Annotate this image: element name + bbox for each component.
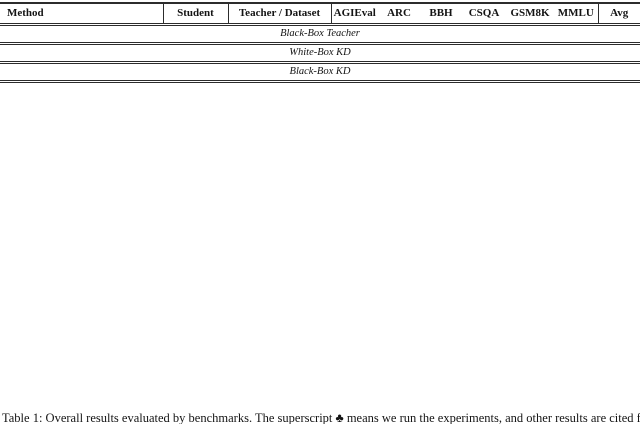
section-white-box-kd: White-Box KD: [0, 42, 640, 63]
table-caption: Table 1: Overall results evaluated by be…: [2, 411, 640, 424]
col-header-bbh: BBH: [429, 7, 453, 19]
section-label: White-Box KD: [0, 42, 640, 63]
section-label: Black-Box Teacher: [0, 23, 640, 44]
section-label: Black-Box KD: [0, 61, 640, 82]
col-header-mmlu: MMLU: [554, 3, 599, 25]
col-header-avg: Avg: [610, 7, 629, 19]
col-header-gsm8k: GSM8K: [510, 7, 550, 19]
header-row: Method Student Teacher / Dataset AGIEval ARC…: [0, 3, 640, 25]
col-header-arc: ARC: [387, 7, 411, 19]
section-black-box-kd: Black-Box KD: [0, 61, 640, 82]
col-header-student: Student: [163, 3, 229, 25]
col-header-csqa: CSQA: [468, 7, 500, 19]
section-label-row: Black-Box KD: [0, 61, 640, 82]
col-header-method: Method: [0, 3, 164, 25]
col-header-teacher-dataset: Teacher / Dataset: [228, 3, 332, 25]
col-header-agieval: AGIEval: [333, 7, 376, 19]
section-black-box-teacher: Black-Box Teacher: [0, 23, 640, 44]
results-table: Method Student Teacher / Dataset AGIEval ARC…: [0, 2, 640, 83]
section-label-row: Black-Box Teacher: [0, 23, 640, 44]
section-label-row: White-Box KD: [0, 42, 640, 63]
